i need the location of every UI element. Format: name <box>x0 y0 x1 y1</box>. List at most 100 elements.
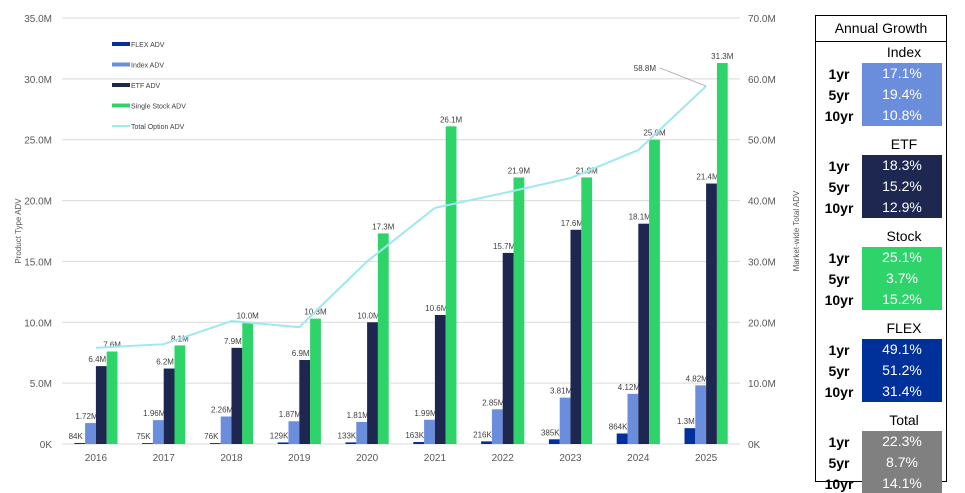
period-label: 1yr <box>828 249 850 266</box>
y2-tick-label: 50.0M <box>748 136 776 147</box>
annual-growth-table: Annual Growth Index 1yr 17.1% 5yr 19.4% 10yr 1… <box>815 15 947 493</box>
growth-row: 5yr 3.7% <box>816 268 946 289</box>
data-label: 7.6M <box>103 340 121 349</box>
growth-section-header: Index <box>886 44 922 60</box>
annotation-leader <box>659 67 707 87</box>
bar-index-adv <box>627 393 639 444</box>
data-label: 7.9M <box>224 337 242 346</box>
x-tick-label: 2020 <box>356 453 379 464</box>
data-label: 1.99M <box>414 409 437 418</box>
growth-value: 18.3% <box>862 155 942 176</box>
data-label: 385K <box>541 428 560 437</box>
bar-etf-adv <box>570 229 582 444</box>
growth-value: 15.2% <box>862 176 942 197</box>
data-label: 1.72M <box>75 412 98 421</box>
legend-swatch <box>112 62 130 67</box>
legend-swatch <box>112 125 130 127</box>
bar-etf-adv <box>95 366 107 444</box>
period-label: 10yr <box>824 383 854 400</box>
data-label: 76K <box>204 432 219 441</box>
period-label: 10yr <box>824 475 854 492</box>
bar-index-adv <box>559 397 571 444</box>
y-tick-label: 35.0M <box>24 14 52 25</box>
bar-etf-adv <box>231 347 243 444</box>
x-tick-label: 2025 <box>695 453 718 464</box>
x-tick-label: 2019 <box>288 453 311 464</box>
legend-label: FLEX ADV <box>131 42 165 49</box>
y2-tick-label: 40.0M <box>748 197 776 208</box>
period-label: 5yr <box>828 178 850 195</box>
growth-section-header: Total <box>889 412 919 428</box>
x-tick-label: 2023 <box>559 453 582 464</box>
growth-row: 5yr 19.4% <box>816 84 946 105</box>
y-tick-label: 30.0M <box>24 75 52 86</box>
legend-label: Single Stock ADV <box>131 104 186 111</box>
data-label: 129K <box>270 431 289 440</box>
growth-value: 14.1% <box>862 473 942 493</box>
data-label: 17.3M <box>372 222 395 231</box>
bar-single-stock-adv <box>242 322 254 444</box>
y2-tick-label: 20.0M <box>748 318 776 329</box>
bar-flex-adv <box>142 443 153 444</box>
growth-section-header: ETF <box>890 136 918 152</box>
bar-single-stock-adv <box>445 126 457 444</box>
growth-row: 10yr 31.4% <box>816 381 946 402</box>
data-label: 1.87M <box>279 410 302 419</box>
bar-etf-adv <box>367 322 378 444</box>
bar-flex-adv <box>413 442 425 444</box>
period-label: 10yr <box>824 291 854 308</box>
data-label: 18.1M <box>629 213 652 222</box>
growth-value: 49.1% <box>862 339 942 360</box>
bar-flex-adv <box>616 433 628 444</box>
total-annotation: 58.8M <box>634 64 657 73</box>
period-label: 5yr <box>828 362 850 379</box>
bar-single-stock-adv <box>716 63 728 444</box>
bar-flex-adv <box>548 439 560 444</box>
data-label: 75K <box>136 432 151 441</box>
growth-section-header: Stock <box>886 228 922 244</box>
growth-row: 1yr 25.1% <box>816 247 946 268</box>
y-tick-label: 25.0M <box>24 136 52 147</box>
bar-single-stock-adv <box>377 233 389 444</box>
period-label: 10yr <box>824 199 854 216</box>
y-axis-title: Product Type ADV <box>14 198 23 264</box>
growth-section-etf: ETF 1yr 18.3% 5yr 15.2% 10yr 12.9% <box>816 134 946 226</box>
bar-single-stock-adv <box>513 177 525 444</box>
bar-index-adv <box>85 423 96 444</box>
legend-label: ETF ADV <box>131 83 161 90</box>
bar-etf-adv <box>706 183 717 444</box>
x-tick-label: 2018 <box>220 453 243 464</box>
period-label: 1yr <box>828 433 850 450</box>
data-label: 10.6M <box>425 304 448 313</box>
period-label: 5yr <box>828 270 850 287</box>
data-label: 1.96M <box>143 409 166 418</box>
data-label: 15.7M <box>493 242 516 251</box>
bar-single-stock-adv <box>649 139 660 444</box>
period-label: 1yr <box>828 157 850 174</box>
growth-row: 10yr 12.9% <box>816 197 946 218</box>
x-tick-label: 2016 <box>85 453 108 464</box>
y-tick-label: 5.0M <box>30 379 52 390</box>
growth-value: 3.7% <box>862 268 942 289</box>
growth-row: 5yr 15.2% <box>816 176 946 197</box>
bar-index-adv <box>288 421 300 444</box>
bar-flex-adv <box>345 442 357 444</box>
growth-section-header: FLEX <box>886 320 922 336</box>
growth-title: Annual Growth <box>816 16 946 42</box>
growth-row: 1yr 17.1% <box>816 63 946 84</box>
legend-swatch <box>112 42 130 46</box>
y-tick-label: 20.0M <box>24 197 52 208</box>
bar-index-adv <box>152 420 164 444</box>
bar-flex-adv <box>277 442 289 444</box>
bar-single-stock-adv <box>174 345 186 444</box>
x-tick-label: 2022 <box>492 453 515 464</box>
legend-label: Index ADV <box>131 63 164 70</box>
bar-flex-adv <box>481 441 492 444</box>
data-label: 864K <box>609 422 628 431</box>
growth-value: 51.2% <box>862 360 942 381</box>
data-label: 10.0M <box>357 311 380 320</box>
data-label: 31.3M <box>711 52 734 61</box>
bar-etf-adv <box>502 252 514 444</box>
data-label: 6.2M <box>156 358 174 367</box>
data-label: 84K <box>69 432 84 441</box>
